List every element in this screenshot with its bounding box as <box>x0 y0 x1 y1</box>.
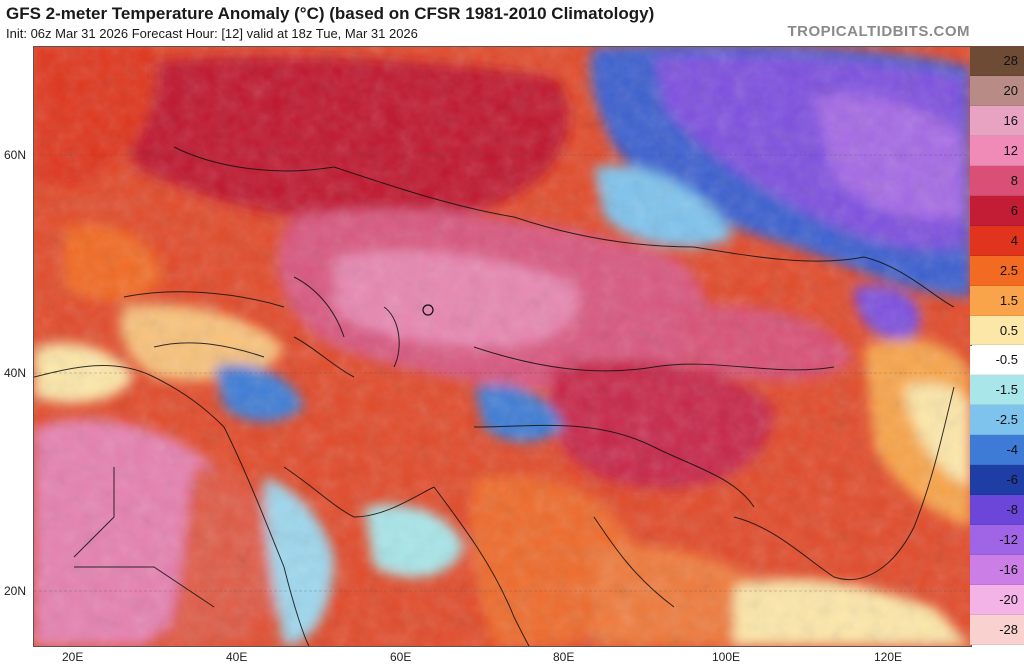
colorbar-label: 16 <box>1003 112 1018 128</box>
lon-label-60e: 60E <box>390 650 412 664</box>
colorbar-label: -2.5 <box>995 412 1018 428</box>
colorbar-label: 1.5 <box>999 292 1018 308</box>
colorbar-label: -6 <box>1006 472 1018 488</box>
colorbar-swatch <box>970 375 1024 406</box>
colorbar-swatch <box>970 285 1024 316</box>
colorbar-swatch <box>970 75 1024 106</box>
colorbar-legend: 28 20 16 12 8 6 4 2.5 1.5 0.5 -0.5 -1.5 -2.5 -4 -6 -8 -1… <box>970 46 1024 645</box>
colorbar-label: -20 <box>999 592 1018 608</box>
colorbar-swatch <box>970 585 1024 616</box>
lat-label-40n: 40N <box>4 366 27 380</box>
colorbar-swatch <box>970 225 1024 256</box>
colorbar-label: 28 <box>1003 52 1018 68</box>
map-title: GFS 2-meter Temperature Anomaly (°C) (ba… <box>6 4 655 23</box>
brand-watermark: TROPICALTIDBITS.COM <box>787 23 970 40</box>
colorbar-label: 6 <box>1010 202 1018 218</box>
colorbar-swatch <box>970 195 1024 226</box>
colorbar-label: -8 <box>1006 502 1018 518</box>
lat-label-20n: 20N <box>4 584 27 598</box>
colorbar-label: -0.5 <box>995 352 1018 368</box>
lat-label-60n: 60N <box>4 148 27 162</box>
colorbar-swatch <box>970 495 1024 526</box>
lon-label-40e: 40E <box>226 650 248 664</box>
colorbar-label: 12 <box>1003 142 1018 158</box>
lon-label-120e: 120E <box>874 650 903 664</box>
colorbar-swatch <box>970 465 1024 496</box>
map-canvas <box>34 47 971 646</box>
colorbar-swatch <box>970 525 1024 556</box>
colorbar-label: -12 <box>999 532 1018 548</box>
colorbar-swatch <box>970 405 1024 436</box>
lon-label-80e: 80E <box>553 650 575 664</box>
colorbar-label: -16 <box>999 562 1018 578</box>
colorbar-swatch <box>970 315 1024 346</box>
colorbar-swatch <box>970 46 1024 76</box>
colorbar-label: 4 <box>1010 232 1018 248</box>
colorbar-label: 2.5 <box>999 262 1018 278</box>
colorbar-label: -28 <box>999 622 1018 638</box>
colorbar-label: 0.5 <box>999 322 1018 338</box>
colorbar-label: 20 <box>1003 82 1018 98</box>
colorbar-swatch <box>970 135 1024 166</box>
colorbar-swatch <box>970 345 1024 376</box>
colorbar-swatch <box>970 165 1024 196</box>
colorbar-swatch <box>970 435 1024 466</box>
colorbar-swatch <box>970 255 1024 286</box>
colorbar-swatch <box>970 615 1024 645</box>
colorbar-label: 8 <box>1010 172 1018 188</box>
lon-label-20e: 20E <box>62 650 84 664</box>
colorbar-swatch <box>970 555 1024 586</box>
colorbar-swatch <box>970 105 1024 136</box>
map-subtitle: Init: 06z Mar 31 2026 Forecast Hour: [12… <box>6 26 418 41</box>
colorbar-label: -1.5 <box>995 382 1018 398</box>
colorbar-label: -4 <box>1006 442 1018 458</box>
temperature-anomaly-map <box>33 46 972 647</box>
lon-label-100e: 100E <box>712 650 741 664</box>
